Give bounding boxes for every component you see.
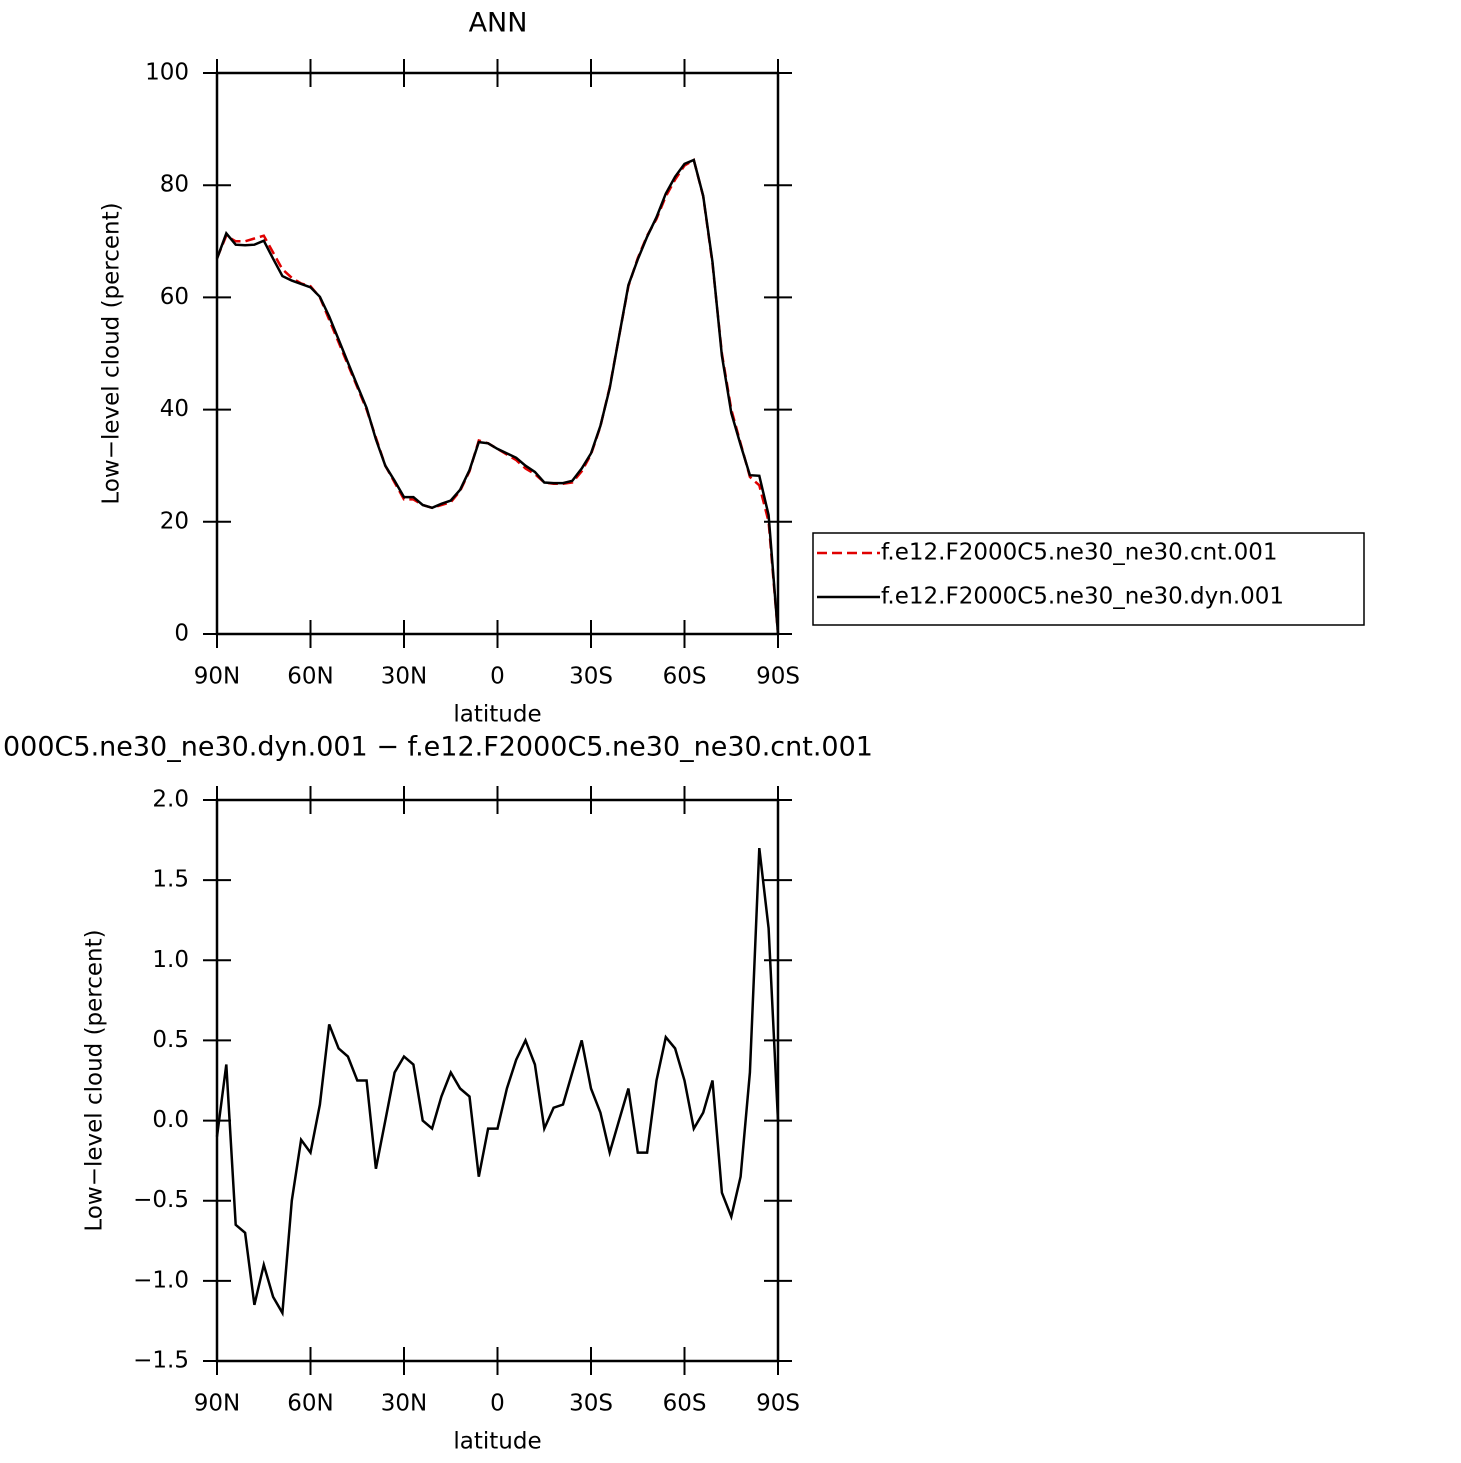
- y-tick-label: 60: [160, 284, 189, 310]
- y-tick-label: 1.0: [152, 947, 189, 973]
- x-tick-label: 30N: [381, 1391, 427, 1417]
- x-axis-label: latitude: [453, 1429, 541, 1455]
- chart-title: ANN: [469, 8, 528, 39]
- y-tick-label: 80: [160, 172, 189, 198]
- y-tick-label: −0.5: [133, 1187, 189, 1213]
- chart-title: 000C5.ne30_ne30.dyn.001 − f.e12.F2000C5.…: [3, 732, 873, 763]
- x-tick-label: 90N: [194, 664, 240, 690]
- x-tick-label: 90S: [756, 1391, 800, 1417]
- y-tick-label: −1.0: [133, 1267, 189, 1293]
- y-tick-label: 20: [160, 508, 189, 534]
- x-tick-label: 60N: [287, 1391, 333, 1417]
- plot-frame: [215, 798, 780, 1363]
- data-line: [215, 158, 780, 635]
- y-tick-label: 0: [174, 621, 189, 647]
- y-axis-label: Low−level cloud (percent): [99, 202, 125, 504]
- x-axis-label: latitude: [453, 702, 541, 728]
- y-tick-label: 100: [145, 60, 189, 86]
- y-tick-label: 40: [160, 396, 189, 422]
- legend-box: [812, 532, 1365, 626]
- plot-frame: [215, 71, 780, 636]
- y-tick-label: 0.5: [152, 1027, 189, 1053]
- x-tick-label: 90N: [194, 1391, 240, 1417]
- y-tick-label: 1.5: [152, 867, 189, 893]
- y-tick-label: −1.5: [133, 1348, 189, 1374]
- x-tick-label: 30S: [569, 1391, 613, 1417]
- legend-label: f.e12.F2000C5.ne30_ne30.cnt.001: [881, 540, 1277, 566]
- x-tick-label: 0: [490, 1391, 505, 1417]
- y-tick-label: 2.0: [152, 787, 189, 813]
- x-tick-label: 60S: [663, 1391, 707, 1417]
- x-tick-label: 90S: [756, 664, 800, 690]
- y-tick-label: 0.0: [152, 1107, 189, 1133]
- x-tick-label: 60N: [287, 664, 333, 690]
- y-axis-label: Low−level cloud (percent): [82, 929, 108, 1231]
- x-tick-label: 30N: [381, 664, 427, 690]
- x-tick-label: 30S: [569, 664, 613, 690]
- data-line: [215, 158, 780, 635]
- x-tick-label: 60S: [663, 664, 707, 690]
- legend-label: f.e12.F2000C5.ne30_ne30.dyn.001: [881, 584, 1284, 610]
- x-tick-label: 0: [490, 664, 505, 690]
- data-line: [215, 847, 780, 1317]
